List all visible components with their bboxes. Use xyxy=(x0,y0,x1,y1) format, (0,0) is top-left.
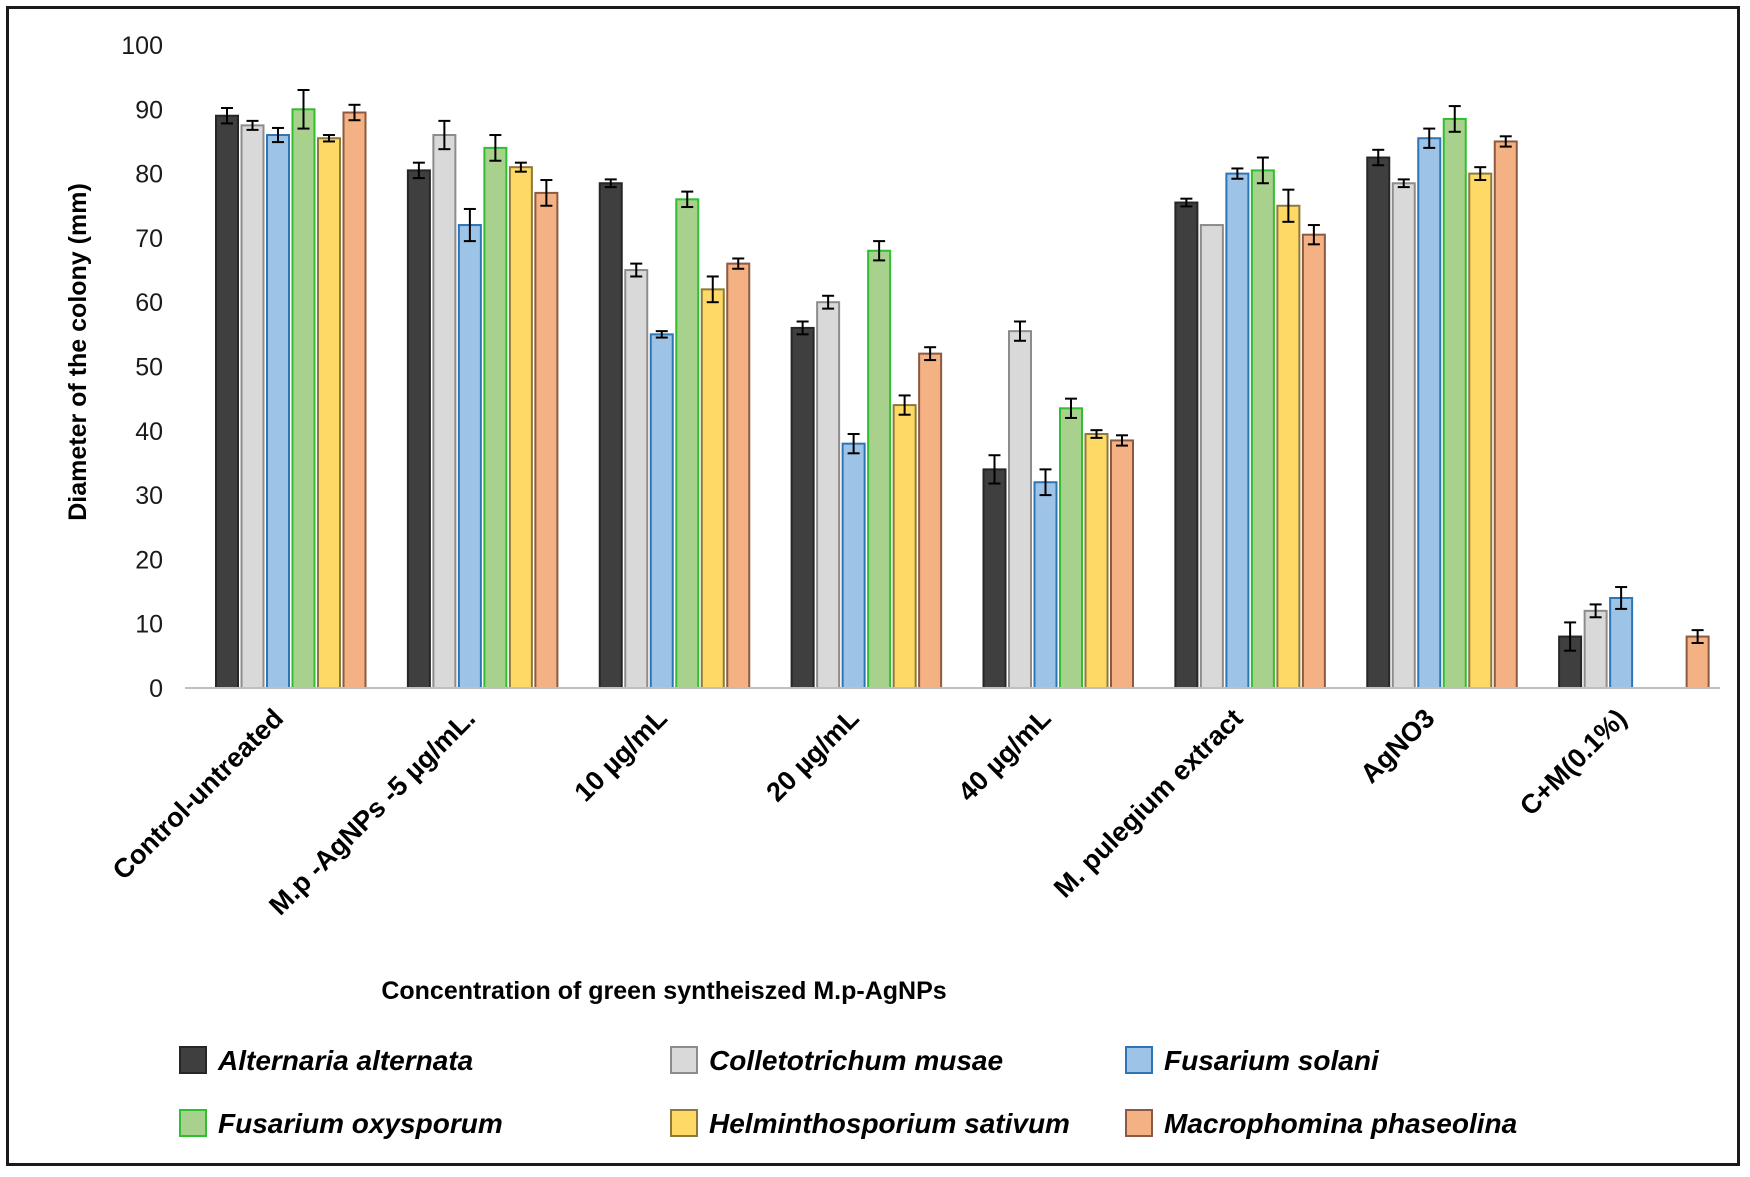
x-axis-title: Concentration of green syntheiszed M.p-A… xyxy=(381,977,946,1005)
bar xyxy=(483,146,508,689)
bar xyxy=(342,111,367,689)
bar xyxy=(816,301,841,689)
bar xyxy=(406,169,431,689)
bar xyxy=(1225,172,1250,690)
bar xyxy=(675,198,700,689)
y-tick-label: 70 xyxy=(135,225,163,253)
bar xyxy=(1493,140,1518,689)
bar xyxy=(1110,439,1134,689)
legend: Alternaria alternata Colletotrichum musae… xyxy=(179,1045,1517,1139)
category-label: Control-untreated xyxy=(107,703,289,885)
bar xyxy=(624,269,649,689)
bar xyxy=(1301,233,1326,689)
bar xyxy=(867,249,892,689)
y-tick-label: 0 xyxy=(149,675,163,703)
bar xyxy=(1366,156,1391,689)
bar xyxy=(982,468,1007,689)
legend-label: Fusarium solani xyxy=(1164,1045,1380,1076)
y-tick-label: 10 xyxy=(135,611,163,639)
bar xyxy=(649,333,674,689)
bar xyxy=(1008,330,1032,689)
bar xyxy=(432,134,457,689)
bar xyxy=(291,108,316,690)
y-tick-label: 90 xyxy=(135,96,163,124)
legend-swatch xyxy=(670,1046,698,1074)
bar xyxy=(1199,224,1224,689)
bar xyxy=(1391,182,1416,689)
category-label: 40 µg/mL xyxy=(952,703,1056,807)
y-axis-ticks: 0 10 20 30 40 50 60 70 80 90 100 xyxy=(121,32,163,703)
y-tick-label: 30 xyxy=(135,482,163,510)
bar xyxy=(266,134,290,689)
bar xyxy=(1417,137,1442,690)
bar xyxy=(1583,609,1608,690)
legend-label: Fusarium oxysporum xyxy=(218,1108,503,1139)
legend-label: Helminthosporium sativum xyxy=(709,1108,1070,1139)
legend-swatch xyxy=(670,1109,698,1137)
bar xyxy=(1174,201,1199,689)
legend-swatch xyxy=(179,1046,207,1074)
bar xyxy=(1059,407,1083,689)
bar xyxy=(1609,596,1634,689)
bar xyxy=(240,124,265,689)
bar xyxy=(1250,169,1275,689)
y-tick-label: 80 xyxy=(135,161,163,189)
bar xyxy=(457,224,482,689)
category-label: M.p -AgNPs -5 µg/mL. xyxy=(263,703,481,921)
y-tick-label: 50 xyxy=(135,354,163,382)
bar xyxy=(598,182,623,689)
bars xyxy=(215,89,1710,690)
bar xyxy=(1033,481,1058,689)
category-label: 20 µg/mL xyxy=(760,703,864,807)
bar xyxy=(1468,172,1493,690)
bar xyxy=(1276,204,1301,689)
bar xyxy=(892,404,917,689)
bar xyxy=(534,191,559,689)
legend-label: Alternaria alternata xyxy=(217,1045,473,1076)
y-tick-label: 20 xyxy=(135,546,163,574)
bar xyxy=(1084,433,1109,690)
bar xyxy=(1442,117,1467,689)
bar xyxy=(790,326,815,689)
bar xyxy=(726,262,751,689)
category-label: AgNO3 xyxy=(1355,703,1441,789)
legend-label: Colletotrichum musae xyxy=(709,1045,1003,1076)
legend-label: Macrophomina phaseolina xyxy=(1164,1108,1517,1139)
y-axis-title: Diameter of the colony (mm) xyxy=(64,183,92,521)
category-label: 10 µg/mL xyxy=(569,703,673,807)
legend-swatch xyxy=(179,1109,207,1137)
legend-swatch xyxy=(1125,1109,1153,1137)
bar xyxy=(918,352,943,689)
bar xyxy=(508,166,533,690)
legend-swatch xyxy=(1125,1046,1153,1074)
bar xyxy=(317,137,341,690)
bar xyxy=(700,288,725,689)
y-tick-label: 100 xyxy=(121,32,163,60)
category-label: C+M(0.1%) xyxy=(1514,703,1632,821)
bar xyxy=(1685,635,1710,689)
bar xyxy=(841,442,866,689)
bar xyxy=(215,114,239,690)
y-tick-label: 40 xyxy=(135,418,163,446)
category-label: M. pulegium extract xyxy=(1048,703,1249,904)
y-tick-label: 60 xyxy=(135,289,163,317)
